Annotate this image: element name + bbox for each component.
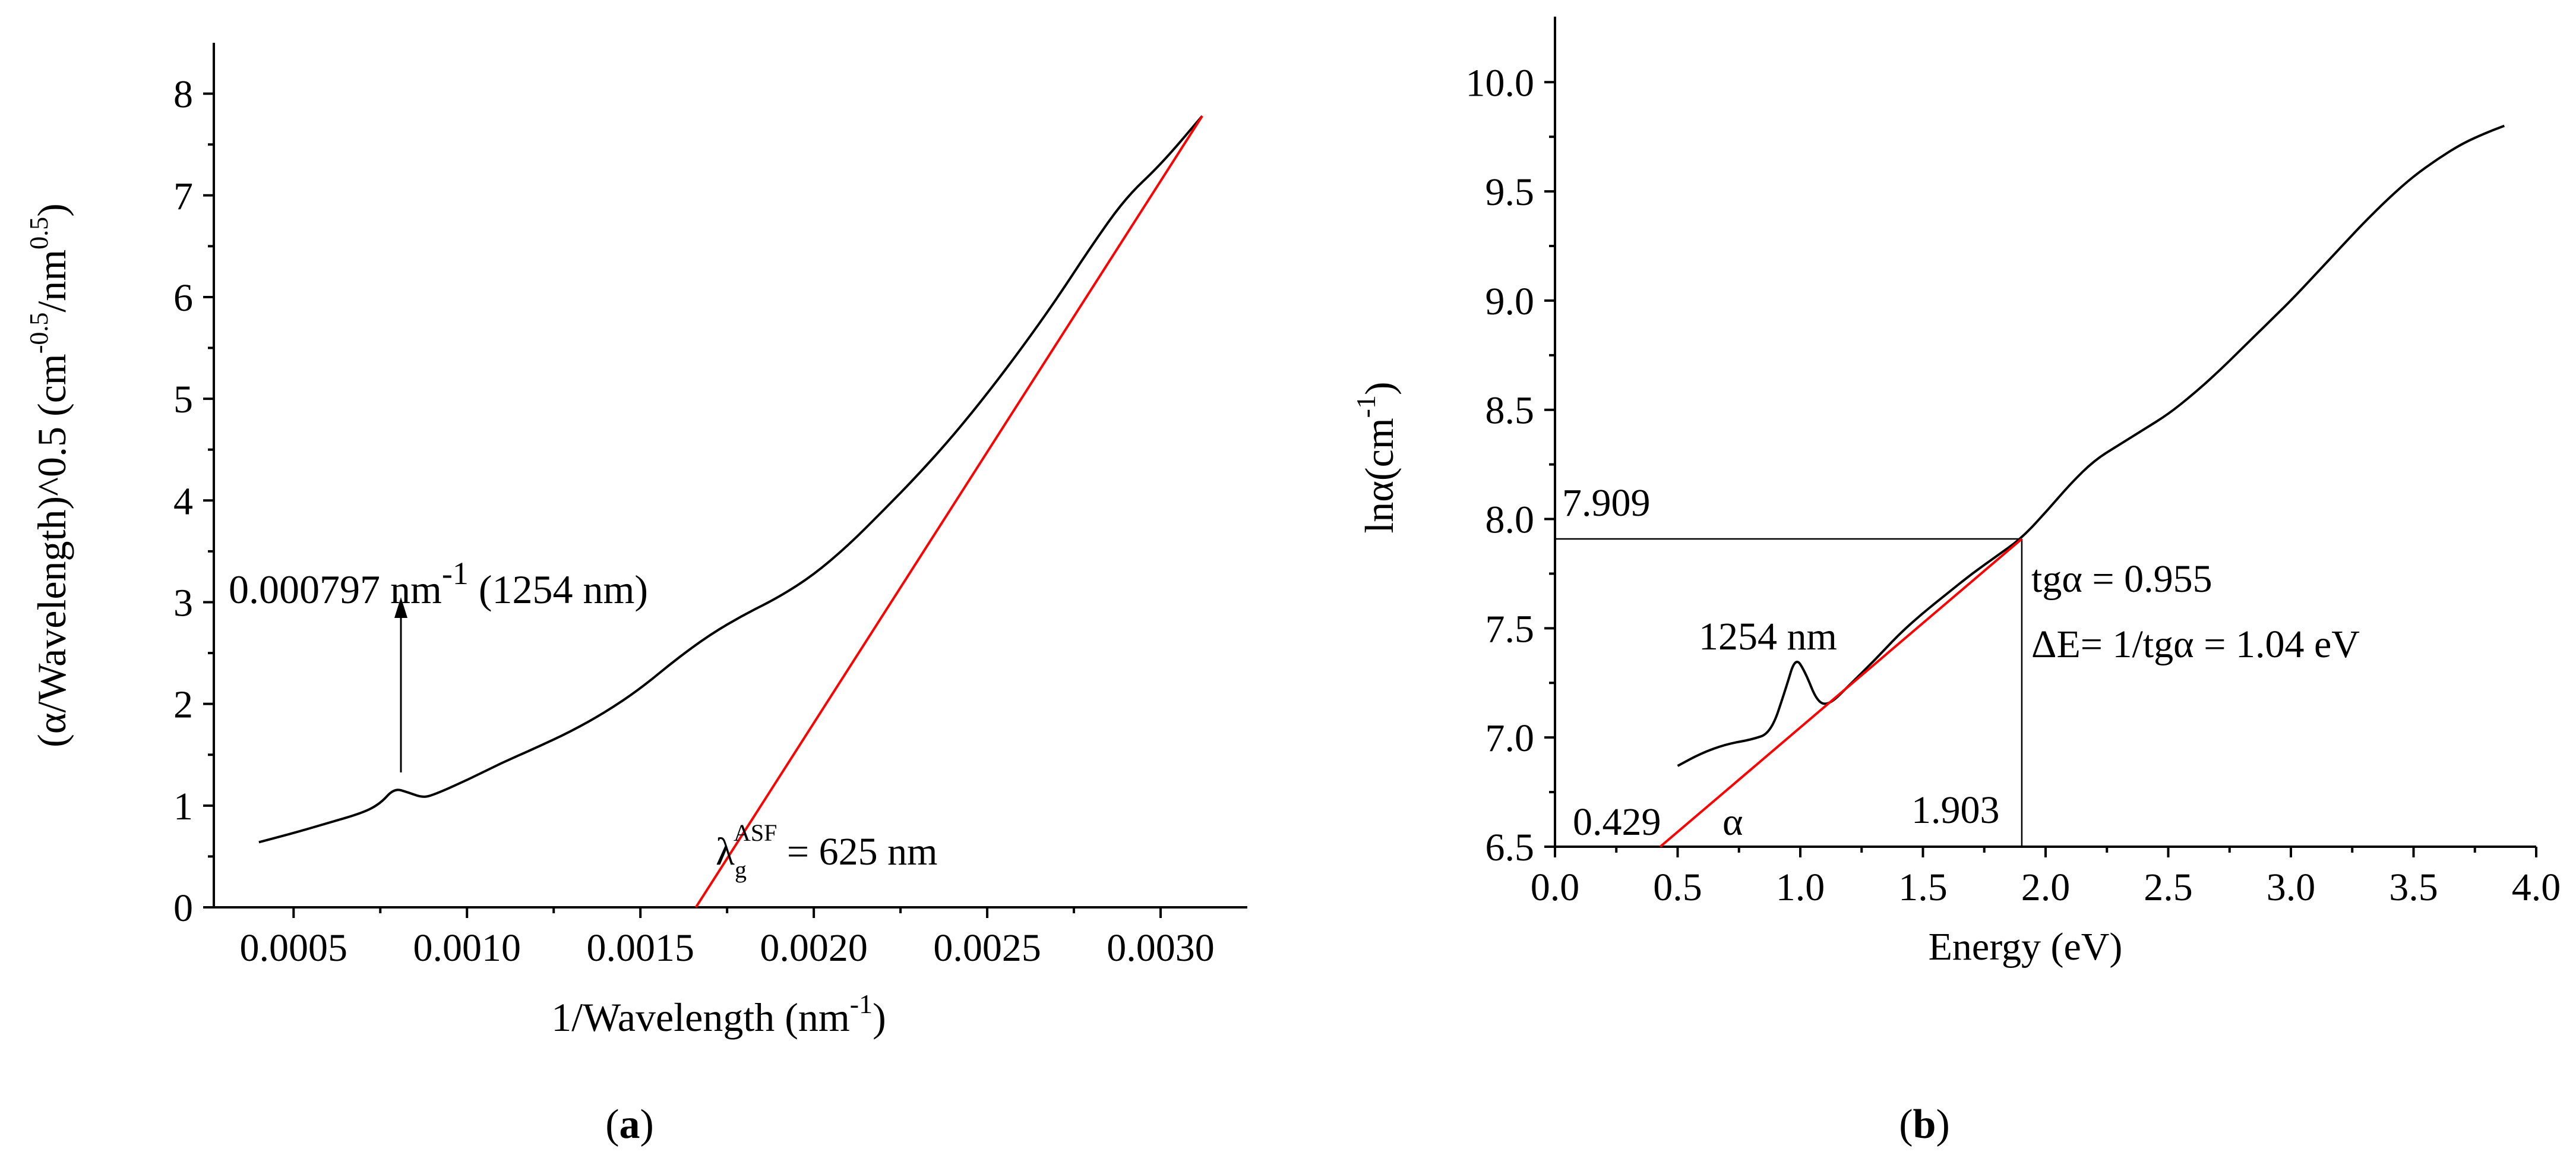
- panel-b: 6.5 7.0 7.5 8.0 8.5 9.0 9.5 10.0 0.0 0.5 1.0 1.5 2.…: [1351, 17, 2561, 1147]
- panel-a-caption: (a): [605, 1102, 654, 1147]
- panel-a-bandgap-annotation: λgASF = 625 nm: [716, 819, 937, 883]
- panel-b-angle-label: α: [1722, 800, 1743, 844]
- y-tick-label: 6: [173, 276, 193, 320]
- x-tick-label: 3.0: [2267, 866, 2316, 909]
- panel-b-energy-label: ΔE= 1/tgα = 1.04 eV: [2031, 623, 2360, 666]
- x-tick-label: 0.0020: [760, 926, 868, 970]
- panel-b-data-curve: [1677, 124, 2505, 767]
- panel-b-y-tick-labels: 6.5 7.0 7.5 8.0 8.5 9.0 9.5 10.0: [1466, 61, 1535, 869]
- panel-a-arrowhead: [394, 597, 407, 618]
- x-tick-label: 0.0015: [586, 926, 694, 970]
- panel-b-guide-x-value: 1.903: [1911, 788, 2000, 832]
- panel-b-caption: (b): [1899, 1102, 1950, 1147]
- x-tick-label: 0.0030: [1107, 926, 1215, 970]
- x-tick-label: 3.5: [2389, 866, 2438, 909]
- y-tick-label: 10.0: [1466, 61, 1535, 105]
- x-tick-label: 1.0: [1776, 866, 1825, 909]
- y-tick-label: 8: [173, 73, 193, 116]
- y-tick-label: 8.5: [1485, 389, 1535, 433]
- panel-b-fit-line: [1659, 538, 2023, 848]
- y-tick-label: 8.0: [1485, 499, 1535, 542]
- y-tick-label: 7.5: [1485, 607, 1535, 651]
- x-tick-label: 0.0: [1531, 866, 1580, 909]
- x-tick-label: 2.0: [2021, 866, 2071, 909]
- x-tick-label: 1.5: [1898, 866, 1948, 909]
- x-tick-label: 0.0005: [240, 926, 348, 970]
- panel-a-y-tick-labels: 0 1 2 3 4 5 6 7 8: [173, 73, 193, 930]
- panel-b-peak-label: 1254 nm: [1699, 615, 1837, 658]
- panel-b-intercept-value: 0.429: [1573, 800, 1661, 844]
- panel-b-x-ticks: [1554, 847, 2537, 857]
- y-tick-label: 7.0: [1485, 717, 1535, 760]
- y-tick-label: 2: [173, 683, 193, 727]
- panel-a: 0 1 2 3 4 5 6 7 8 0.0005 0.0010 0.0015 0.0020 0.0025…: [24, 43, 1247, 1147]
- y-tick-label: 4: [173, 480, 193, 523]
- x-tick-label: 2.5: [2144, 866, 2193, 909]
- y-tick-label: 9.5: [1485, 171, 1535, 214]
- x-tick-label: 4.0: [2512, 866, 2561, 909]
- panel-b-x-axis-label: Energy (eV): [1929, 925, 2123, 969]
- panel-a-x-axis-label: 1/Wavelength (nm-1): [551, 989, 886, 1040]
- y-tick-label: 3: [173, 581, 193, 624]
- panel-a-peak-annotation: 0.000797 nm-1 (1254 nm): [229, 556, 648, 612]
- panel-a-x-ticks: [292, 907, 1162, 918]
- panel-a-y-ticks: [203, 92, 214, 909]
- x-tick-label: 0.0010: [413, 926, 521, 970]
- panel-b-x-tick-labels: 0.0 0.5 1.0 1.5 2.0 2.5 3.0 3.5 4.0: [1531, 866, 2561, 909]
- panel-a-x-tick-labels: 0.0005 0.0010 0.0015 0.0020 0.0025 0.0030: [240, 926, 1215, 970]
- y-tick-label: 5: [173, 378, 193, 421]
- panel-b-guide-y-value: 7.909: [1562, 481, 1651, 525]
- x-tick-label: 0.0025: [933, 926, 1041, 970]
- panel-a-fit-line: [694, 115, 1203, 909]
- y-tick-label: 7: [173, 175, 193, 218]
- y-tick-label: 1: [173, 785, 193, 828]
- panel-a-data-curve: [258, 115, 1203, 844]
- x-tick-label: 0.5: [1653, 866, 1702, 909]
- panel-b-slope-label: tgα = 0.955: [2031, 557, 2212, 601]
- y-tick-label: 0: [173, 887, 193, 930]
- y-tick-label: 9.0: [1485, 280, 1535, 323]
- y-tick-label: 6.5: [1485, 826, 1535, 869]
- panel-a-y-axis-label: (α/Wavelength)^0.5 (cm-0.5/nm0.5): [24, 203, 74, 747]
- panel-b-y-ticks: [1544, 81, 1555, 848]
- panel-b-y-axis-label: lnα(cm-1): [1351, 381, 1402, 533]
